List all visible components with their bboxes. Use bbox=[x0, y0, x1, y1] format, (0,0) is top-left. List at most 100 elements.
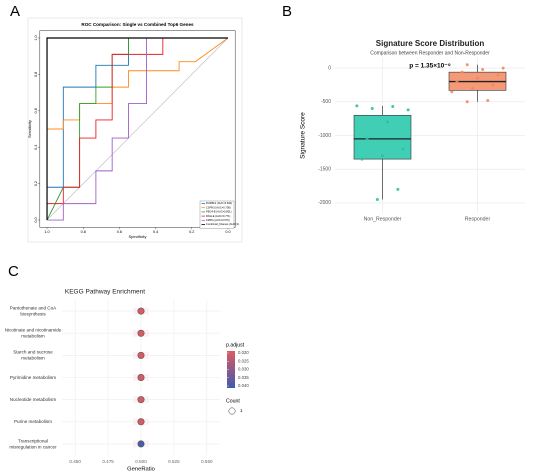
data-point bbox=[381, 154, 384, 158]
category-label: Transcriptional misregulation in cancer bbox=[9, 438, 57, 449]
data-point bbox=[375, 198, 379, 202]
plot-border bbox=[39, 30, 236, 228]
y-tick-label: -500 bbox=[321, 99, 331, 105]
data-point bbox=[496, 73, 500, 77]
legend-label: PAGLE (AUC=0.771) bbox=[206, 214, 231, 218]
enrichment-dot bbox=[137, 396, 145, 404]
x-tick-label: 0.8 bbox=[81, 230, 86, 234]
category-label: Nicotinate and nicotinamide metabolism bbox=[4, 327, 62, 339]
data-point bbox=[401, 147, 405, 151]
chart-title: KEGG Pathway Enrichment bbox=[65, 289, 145, 296]
roc-curve bbox=[47, 37, 228, 221]
data-point bbox=[470, 86, 474, 90]
category-label: Pantothenate and CoA biosynthesis bbox=[9, 305, 57, 317]
x-tick-label: 0.6 bbox=[117, 230, 122, 234]
legend-box bbox=[199, 200, 235, 229]
colorbar-tick-label: 0.020 bbox=[238, 350, 249, 355]
size-legend-title: Count bbox=[226, 398, 240, 404]
chart-title: Signature Score Distribution bbox=[376, 39, 485, 48]
enrichment-dot bbox=[137, 440, 145, 448]
roc-curve bbox=[47, 37, 229, 130]
x-tick-label: Non_Responder bbox=[364, 216, 402, 222]
data-point bbox=[391, 105, 395, 109]
data-point bbox=[406, 108, 410, 112]
colorbar bbox=[227, 351, 235, 388]
legend-label: CSPN3 (AUC=0.708) bbox=[206, 205, 231, 209]
x-tick-label: Responder bbox=[465, 216, 491, 222]
x-tick-label: 0.4 bbox=[153, 230, 158, 234]
legend-label: PEG4-B (AUC=0.801) bbox=[206, 210, 232, 214]
colorbar-tick-label: 0.025 bbox=[238, 358, 249, 363]
enrichment-dot bbox=[137, 351, 145, 359]
data-point bbox=[355, 104, 359, 108]
panel-label: A bbox=[10, 3, 20, 20]
data-point bbox=[481, 67, 485, 71]
roc-curve bbox=[47, 37, 228, 205]
data-point bbox=[450, 90, 454, 94]
panel-label: C bbox=[8, 263, 19, 280]
legend-label: KMPG (AUC=0.670) bbox=[206, 218, 230, 222]
x-tick-label: 0.450 bbox=[69, 459, 81, 464]
category-label: Pyrimidine metabolism bbox=[9, 374, 57, 380]
colorbar-tick-label: 0.035 bbox=[238, 375, 249, 380]
data-point bbox=[365, 137, 369, 141]
y-tick-label: 0.4 bbox=[34, 145, 38, 150]
y-tick-label: 0.2 bbox=[34, 181, 38, 186]
legend-label: Combined_6Genes (AUC=1) bbox=[206, 222, 239, 226]
chart-subtitle: Comparison between Responder and Non-Res… bbox=[370, 50, 490, 56]
data-point bbox=[360, 157, 364, 161]
chart-title: ROC Comparison: Single vs Combined Top6 … bbox=[81, 22, 194, 27]
enrichment-dot bbox=[137, 329, 145, 337]
data-point bbox=[465, 100, 469, 104]
data-point bbox=[465, 63, 469, 67]
data-point bbox=[491, 83, 495, 87]
colorbar-tick-label: 0.040 bbox=[238, 383, 249, 388]
enrichment-dot bbox=[137, 373, 145, 381]
x-tick-label: 0.550 bbox=[201, 459, 213, 464]
data-point bbox=[476, 76, 479, 80]
category-label: Purine metabolism bbox=[13, 418, 53, 424]
reference-diagonal bbox=[46, 37, 229, 221]
x-tick-label: 0.0 bbox=[225, 230, 230, 234]
size-legend-dot bbox=[228, 407, 236, 415]
legend-label: RUFBK1 (AUC=0.844) bbox=[206, 201, 232, 205]
box bbox=[353, 114, 412, 160]
p-value-annotation: p = 1.35×10⁻⁹ bbox=[409, 63, 451, 70]
data-point bbox=[460, 70, 464, 74]
data-point bbox=[501, 66, 505, 70]
x-tick-label: 1.0 bbox=[44, 230, 49, 234]
size-legend-label: 1 bbox=[240, 408, 243, 413]
data-point bbox=[370, 107, 374, 111]
data-point bbox=[486, 98, 490, 102]
enrichment-dot bbox=[137, 307, 145, 315]
x-tick-label: 0.475 bbox=[102, 459, 114, 464]
y-axis-label: Sensitivity bbox=[27, 120, 32, 138]
colorbar-title: p.adjust bbox=[226, 342, 245, 348]
y-tick-label: -1000 bbox=[318, 133, 331, 139]
colorbar-tick-label: 0.030 bbox=[238, 367, 249, 372]
y-tick-label: -2000 bbox=[318, 200, 331, 206]
x-tick-label: 0.525 bbox=[168, 459, 180, 464]
enrichment-dot bbox=[137, 418, 145, 426]
y-tick-label: 0.8 bbox=[34, 72, 38, 77]
y-tick-label: -1500 bbox=[318, 167, 331, 173]
y-tick-label: 0.6 bbox=[34, 108, 38, 113]
roc-curve bbox=[46, 37, 228, 221]
data-point bbox=[396, 187, 400, 191]
y-tick-label: 0 bbox=[328, 65, 331, 71]
x-axis-label: Specificity bbox=[128, 234, 146, 239]
y-tick-label: 1.0 bbox=[34, 35, 38, 40]
x-tick-label: 0.500 bbox=[135, 459, 147, 464]
data-point bbox=[386, 120, 390, 124]
panel-label: B bbox=[282, 3, 292, 20]
x-axis-label: GeneRatio bbox=[127, 467, 155, 473]
category-label: Starch and sucrose metabolism bbox=[13, 349, 53, 361]
x-tick-label: 0.2 bbox=[189, 230, 194, 234]
category-label: Nucleotide metabolism bbox=[9, 396, 57, 402]
panel-frame bbox=[27, 17, 243, 243]
y-tick-label: 0.0 bbox=[34, 217, 38, 222]
y-axis-label: Signature Score bbox=[300, 112, 307, 159]
roc-curve bbox=[47, 37, 228, 188]
